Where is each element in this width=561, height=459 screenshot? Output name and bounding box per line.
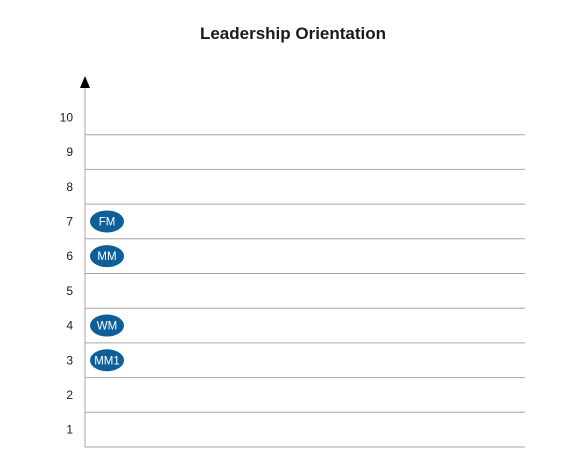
y-tick-label: 9 <box>66 145 73 159</box>
y-tick-label: 4 <box>66 319 73 333</box>
data-point-marker <box>90 245 124 268</box>
y-tick-label: 10 <box>60 110 74 124</box>
data-point-fm: FM <box>90 210 124 233</box>
data-point-marker <box>90 210 124 233</box>
chart-title: Leadership Orientation <box>199 24 387 43</box>
grid-lines <box>85 134 525 448</box>
y-tick-label: 7 <box>66 214 73 228</box>
data-point-mm: MM <box>90 245 124 268</box>
data-point-marker <box>90 349 124 372</box>
y-tick-label: 3 <box>66 353 73 367</box>
y-tick-label: 2 <box>66 388 73 402</box>
data-point-label: FM <box>99 216 116 228</box>
y-axis-arrow <box>80 76 90 88</box>
data-point-marker <box>90 314 124 337</box>
y-tick-label: 8 <box>66 180 73 194</box>
y-tick-labels: 10 9 8 7 6 5 4 3 2 1 <box>60 110 74 436</box>
data-markers: FM MM WM MM1 <box>90 210 124 372</box>
data-point-mm1: MM1 <box>90 349 124 372</box>
y-tick-label: 1 <box>66 423 73 437</box>
y-axis <box>80 76 90 447</box>
data-point-label: MM1 <box>94 355 120 367</box>
data-point-wm: WM <box>90 314 124 337</box>
y-tick-label: 5 <box>66 284 73 298</box>
data-point-label: WM <box>97 321 117 333</box>
data-point-label: MM <box>97 251 116 263</box>
y-tick-label: 6 <box>66 249 73 263</box>
